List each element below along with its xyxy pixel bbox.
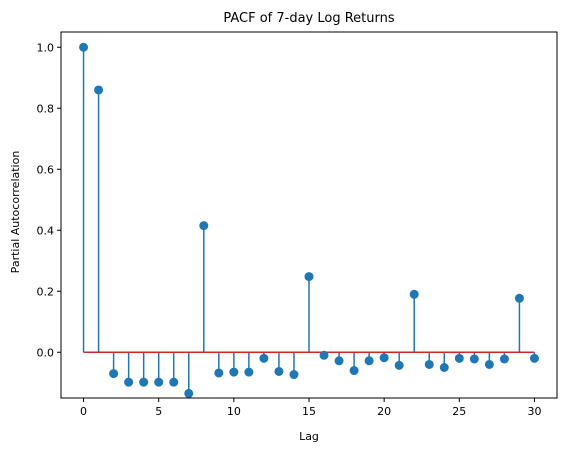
x-tick-label: 10 [227,405,241,418]
data-point [274,366,284,376]
y-tick-label: 0.0 [37,346,55,359]
data-point [424,359,434,369]
x-tick-label: 15 [302,405,316,418]
plot-frame [60,31,558,399]
data-point [304,272,314,282]
y-tick-label: 0.8 [37,102,55,115]
data-point [484,359,494,369]
x-tick-label: 20 [377,405,391,418]
data-point [79,42,89,52]
data-point [199,221,209,231]
data-point [514,293,524,303]
y-tick-label: 1.0 [37,41,55,54]
x-tick-label: 0 [80,405,87,418]
x-tick-label: 30 [527,405,541,418]
data-point [214,368,224,378]
x-tick-label: 5 [155,405,162,418]
data-point [454,353,464,363]
data-point [244,367,254,377]
data-point [364,356,374,366]
data-point [409,289,419,299]
x-tick-label: 25 [452,405,466,418]
data-point [229,367,239,377]
y-tick-label: 0.6 [37,163,55,176]
data-point [124,377,134,387]
data-point [319,350,329,360]
data-point [289,370,299,380]
plot-area [79,42,539,398]
data-point [529,353,539,363]
data-point [379,353,389,363]
data-point [109,369,119,379]
data-point [394,360,404,370]
y-tick-label: 0.4 [37,224,55,237]
y-tick-label: 0.2 [37,285,55,298]
axis-ticks: 0 5 10 15 20 25 30 0.0 0.2 0.4 0.6 0.8 1.0 [37,41,542,418]
chart-title: PACF of 7-day Log Returns [223,11,395,26]
data-point [154,377,164,387]
data-point [469,354,479,364]
data-point [349,366,359,376]
data-point [184,388,194,398]
x-axis-label: Lag [299,430,319,443]
data-point [259,353,269,363]
data-point [334,356,344,366]
data-point [139,377,149,387]
data-point [439,363,449,372]
data-point [94,85,104,95]
data-point [499,354,509,364]
data-point [169,377,179,387]
y-axis-label: Partial Autocorrelation [9,151,22,274]
